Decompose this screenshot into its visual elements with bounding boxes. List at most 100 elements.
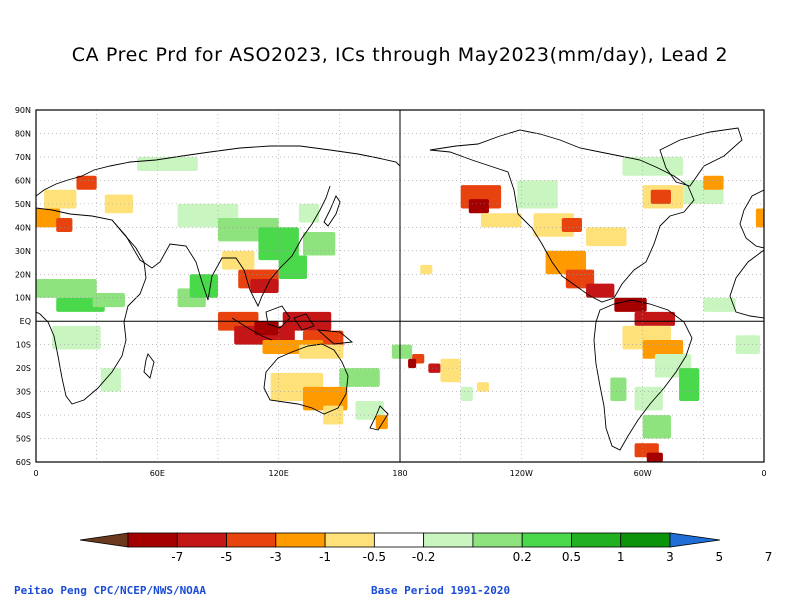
lat-label: 10N — [15, 294, 31, 303]
anomaly-cell — [137, 156, 198, 172]
map-frame — [35, 109, 765, 463]
anomaly-cell — [254, 321, 279, 336]
coastlines — [36, 127, 764, 451]
lat-label: 20N — [15, 270, 31, 279]
lon-label: 180 — [392, 469, 407, 478]
anomaly-cell — [44, 189, 77, 209]
anomaly-cell — [586, 283, 615, 298]
lon-label: 60E — [150, 469, 165, 478]
anomaly-cell — [302, 232, 336, 256]
colorbar-label: 0.5 — [562, 550, 581, 564]
anomaly-cell — [545, 250, 587, 275]
colorbar-label: -5 — [221, 550, 233, 564]
lat-label: 70N — [15, 153, 31, 162]
anomaly-cell — [36, 208, 61, 228]
colorbar-box — [373, 532, 425, 548]
anomaly-cell — [189, 274, 218, 298]
lat-label: 40N — [15, 223, 31, 232]
latitude-labels: 90N 80N 70N 60N 50N 40N 30N 20N 10N EQ 10S 20S 30S 40… — [15, 106, 31, 467]
colorbar-label: 1 — [617, 550, 625, 564]
anomaly-cell — [634, 386, 663, 411]
colorbar-box — [176, 532, 227, 548]
lat-label: 40S — [16, 411, 31, 420]
colorbar-box — [472, 532, 523, 548]
lat-label: 60S — [16, 458, 31, 467]
anomaly-cell — [703, 175, 724, 190]
anomaly-cell — [468, 199, 489, 214]
anomaly-cell — [76, 175, 97, 190]
anomaly-cell — [104, 194, 134, 214]
colorbar-label: 7 — [765, 550, 773, 564]
colorbar-box — [324, 532, 375, 548]
anomaly-cell — [339, 368, 380, 387]
colorbar-arrow-left — [79, 532, 129, 548]
footer-credit: Peitao Peng CPC/NCEP/NWS/NOAA — [14, 584, 207, 597]
lat-label: 60N — [15, 176, 31, 185]
colorbar-label: -0.5 — [363, 550, 386, 564]
anomaly-cell — [302, 386, 348, 411]
anomaly-cell — [679, 368, 700, 401]
anomaly-cell — [408, 358, 417, 369]
anomaly-cell — [56, 217, 73, 233]
lon-label: 60W — [634, 469, 652, 478]
anomaly-cell — [391, 344, 413, 359]
anomaly-cell — [250, 278, 279, 294]
anomaly-cell — [610, 377, 627, 401]
colorbar-label: -3 — [270, 550, 282, 564]
equator-dateline — [36, 110, 764, 462]
colorbar-box — [521, 532, 572, 548]
colorbar-label: -7 — [171, 550, 183, 564]
anomaly-cell — [755, 208, 764, 228]
lat-label: 50N — [15, 200, 31, 209]
colorbar-labels: -7 -5 -3 -1 -0.5 -0.2 0.2 0.5 1 3 5 7 — [171, 550, 772, 564]
lat-label: 30S — [16, 388, 31, 397]
anomaly-cell — [634, 311, 676, 326]
anomaly-cell — [36, 278, 97, 298]
colorbar-label: 3 — [666, 550, 674, 564]
lon-label: 120E — [269, 469, 289, 478]
lon-label: 120W — [510, 469, 533, 478]
lat-label: 50S — [16, 435, 31, 444]
lon-label: 0 — [761, 469, 766, 478]
colorbar-box — [620, 532, 671, 548]
anomaly-cell — [298, 344, 344, 359]
anomaly-cell — [735, 335, 760, 355]
anomaly-shading — [36, 156, 764, 462]
anomaly-cell — [561, 217, 582, 233]
anomaly-cell — [440, 358, 461, 383]
anomaly-cell — [100, 368, 121, 392]
colorbar — [79, 532, 721, 548]
colorbar-arrow-right — [669, 532, 721, 548]
anomaly-cell — [703, 297, 736, 312]
anomaly-cell — [646, 452, 663, 462]
longitude-labels: 0 60E 120E 180 120W 60W 0 — [33, 469, 766, 478]
colorbar-label: 5 — [715, 550, 723, 564]
colorbar-box — [423, 532, 474, 548]
lat-label: 30N — [15, 247, 31, 256]
anomaly-cell — [52, 325, 101, 350]
anomaly-cell — [622, 156, 684, 176]
anomaly-cell — [92, 293, 125, 308]
colorbar-box — [275, 532, 326, 548]
colorbar-label: -1 — [319, 550, 331, 564]
lat-label: 10S — [16, 341, 31, 350]
anomaly-cell — [650, 189, 671, 204]
anomaly-cell — [480, 213, 522, 228]
colorbar-box — [571, 532, 622, 548]
anomaly-cell — [614, 297, 647, 312]
lat-label: 90N — [15, 106, 31, 115]
colorbar-label: 0.2 — [513, 550, 532, 564]
anomaly-cell — [298, 203, 320, 223]
colorbar-label: -0.2 — [412, 550, 435, 564]
anomaly-cell — [258, 227, 299, 261]
chart-title: CA Prec Prd for ASO2023, ICs through May… — [71, 44, 729, 66]
anomaly-cell — [517, 180, 558, 209]
lon-label: 0 — [33, 469, 38, 478]
anomaly-cell — [420, 264, 433, 275]
anomaly-cell — [278, 255, 307, 279]
anomaly-cell — [428, 363, 441, 373]
colorbar-box — [226, 532, 277, 548]
lat-label: 80N — [15, 129, 31, 138]
anomaly-cell — [586, 227, 627, 247]
